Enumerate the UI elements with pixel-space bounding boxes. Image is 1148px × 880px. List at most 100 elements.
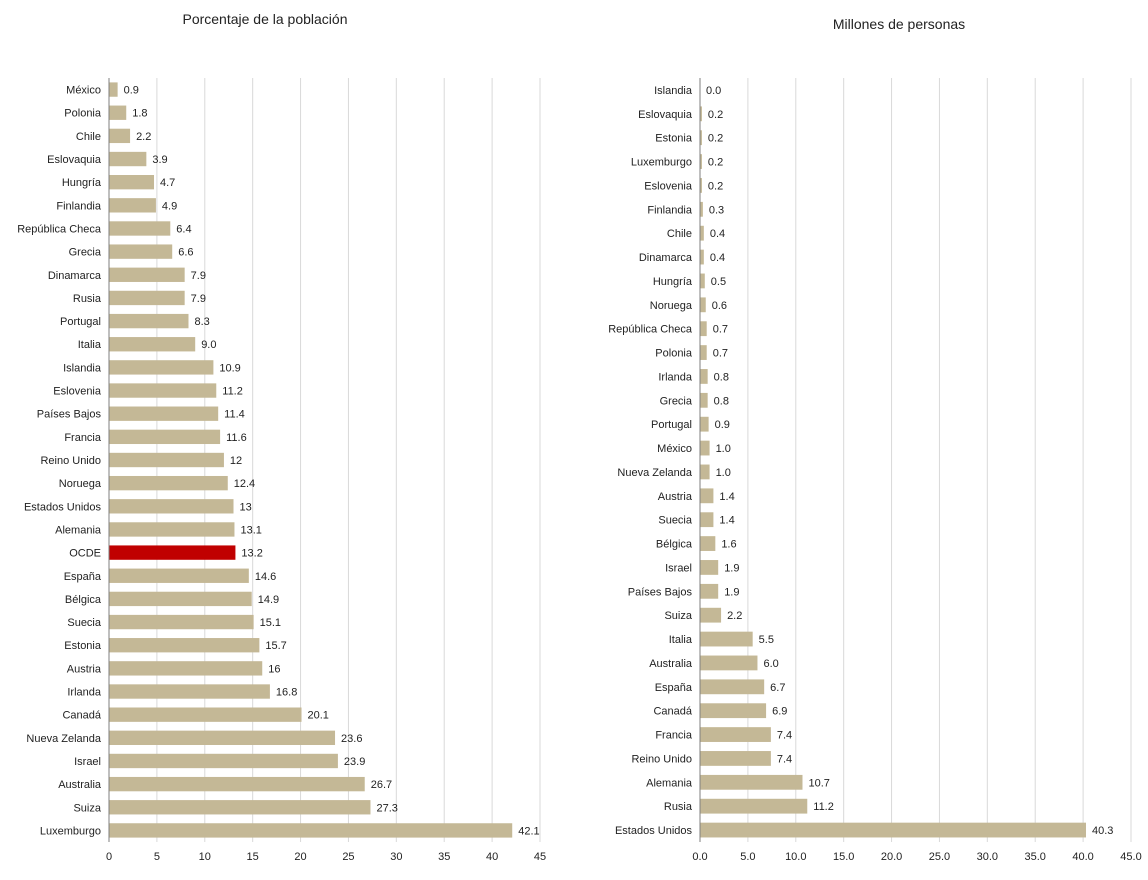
bar xyxy=(109,267,185,282)
chart-left-percentage: Porcentaje de la población 0 5 10 15 20 25 30 3… xyxy=(17,11,546,863)
category-label: Hungría xyxy=(62,177,102,189)
bar xyxy=(109,475,228,491)
category-label: República Checa xyxy=(17,223,102,235)
value-label: 3.9 xyxy=(152,154,167,166)
bar xyxy=(109,337,196,352)
bar xyxy=(109,198,156,213)
bar xyxy=(700,631,753,647)
bar xyxy=(109,360,214,375)
category-label: Suecia xyxy=(658,515,693,527)
category-label: Chile xyxy=(76,131,101,143)
value-label: 5.5 xyxy=(759,634,774,646)
category-label: Suecia xyxy=(67,617,102,629)
bar xyxy=(700,583,719,599)
value-label: 14.9 xyxy=(258,594,279,606)
x-tick-label: 0.0 xyxy=(692,851,707,863)
category-label: Francia xyxy=(64,432,102,444)
value-label: 16.8 xyxy=(276,687,297,699)
category-label: Rusia xyxy=(73,293,102,305)
bar xyxy=(109,614,254,630)
x-tick-label: 35 xyxy=(438,851,450,863)
category-label: Bélgica xyxy=(65,594,102,606)
x-tick-label: 10 xyxy=(199,851,211,863)
value-label: 12.4 xyxy=(234,478,255,490)
bar xyxy=(700,249,704,265)
category-label: Austria xyxy=(658,491,693,503)
value-label: 23.9 xyxy=(344,756,365,768)
value-label: 0.5 xyxy=(711,276,726,288)
category-label: Australia xyxy=(58,779,102,791)
category-label: Italia xyxy=(669,634,693,646)
value-label: 6.9 xyxy=(772,706,787,718)
value-label: 6.7 xyxy=(770,682,785,694)
category-label: Irlanda xyxy=(658,371,693,383)
category-label: Canadá xyxy=(653,706,692,718)
value-label: 15.7 xyxy=(265,640,286,652)
bar xyxy=(700,225,704,241)
bar xyxy=(109,707,302,722)
value-label: 1.0 xyxy=(716,467,731,479)
bar xyxy=(109,429,221,445)
value-label: 1.4 xyxy=(719,491,734,503)
bar xyxy=(109,776,365,792)
x-tick-label: 15.0 xyxy=(833,851,854,863)
x-tick-label: 45 xyxy=(534,851,546,863)
category-label: Australia xyxy=(649,658,693,670)
value-label: 40.3 xyxy=(1092,825,1113,837)
category-label: Italia xyxy=(78,339,102,351)
category-label: Israel xyxy=(665,562,692,574)
bar xyxy=(109,452,224,468)
bar xyxy=(109,661,263,676)
bar xyxy=(700,106,702,122)
category-label: Reino Unido xyxy=(40,455,101,467)
value-label: 7.4 xyxy=(777,753,792,765)
bar xyxy=(700,703,767,719)
bar xyxy=(109,221,171,236)
x-tick-label: 45.0 xyxy=(1120,851,1141,863)
category-label: Austria xyxy=(67,663,102,675)
value-label: 42.1 xyxy=(518,825,539,837)
value-label: 4.7 xyxy=(160,177,175,189)
chart-right-title: Millones de personas xyxy=(833,16,965,32)
x-tick-label: 40.0 xyxy=(1072,851,1093,863)
value-label: 11.4 xyxy=(224,409,245,421)
category-label: México xyxy=(66,85,101,97)
value-label: 1.9 xyxy=(724,586,739,598)
category-label: Grecia xyxy=(660,395,693,407)
bar xyxy=(700,536,716,551)
category-label: Bélgica xyxy=(656,539,693,551)
bar xyxy=(700,321,707,337)
category-label: España xyxy=(655,682,693,694)
value-label: 11.2 xyxy=(813,801,834,813)
value-label: 15.1 xyxy=(260,617,281,629)
bar xyxy=(700,798,808,814)
bar xyxy=(109,151,147,167)
x-tick-label: 25.0 xyxy=(929,851,950,863)
category-label: Alemania xyxy=(55,524,102,536)
value-label: 0.2 xyxy=(708,157,723,169)
value-label: 0.7 xyxy=(713,348,728,360)
value-label: 13.1 xyxy=(240,524,261,536)
category-label: Polonia xyxy=(64,108,102,120)
value-label: 8.3 xyxy=(194,316,209,328)
value-label: 12 xyxy=(230,455,242,467)
bar xyxy=(700,369,708,384)
category-label: Eslovaquia xyxy=(638,109,693,121)
value-label: 6.4 xyxy=(176,223,191,235)
chart-right-millions: Millones de personas 0.0 5.0 10.0 15.0 20.0 2… xyxy=(608,16,1141,863)
value-label: 0.3 xyxy=(709,204,724,216)
chart-left-title: Porcentaje de la población xyxy=(182,11,347,27)
category-label: Irlanda xyxy=(67,687,102,699)
category-label: Rusia xyxy=(664,801,693,813)
value-label: 0.9 xyxy=(715,419,730,431)
category-label: España xyxy=(64,571,102,583)
category-label: Estados Unidos xyxy=(24,501,102,513)
bar xyxy=(700,488,714,504)
category-label: OCDE xyxy=(69,548,101,560)
category-label: Portugal xyxy=(651,419,692,431)
bar xyxy=(109,730,336,745)
value-label: 16 xyxy=(268,663,280,675)
bar xyxy=(109,82,118,97)
category-label: Estados Unidos xyxy=(615,825,693,837)
value-label: 0.4 xyxy=(710,252,725,264)
